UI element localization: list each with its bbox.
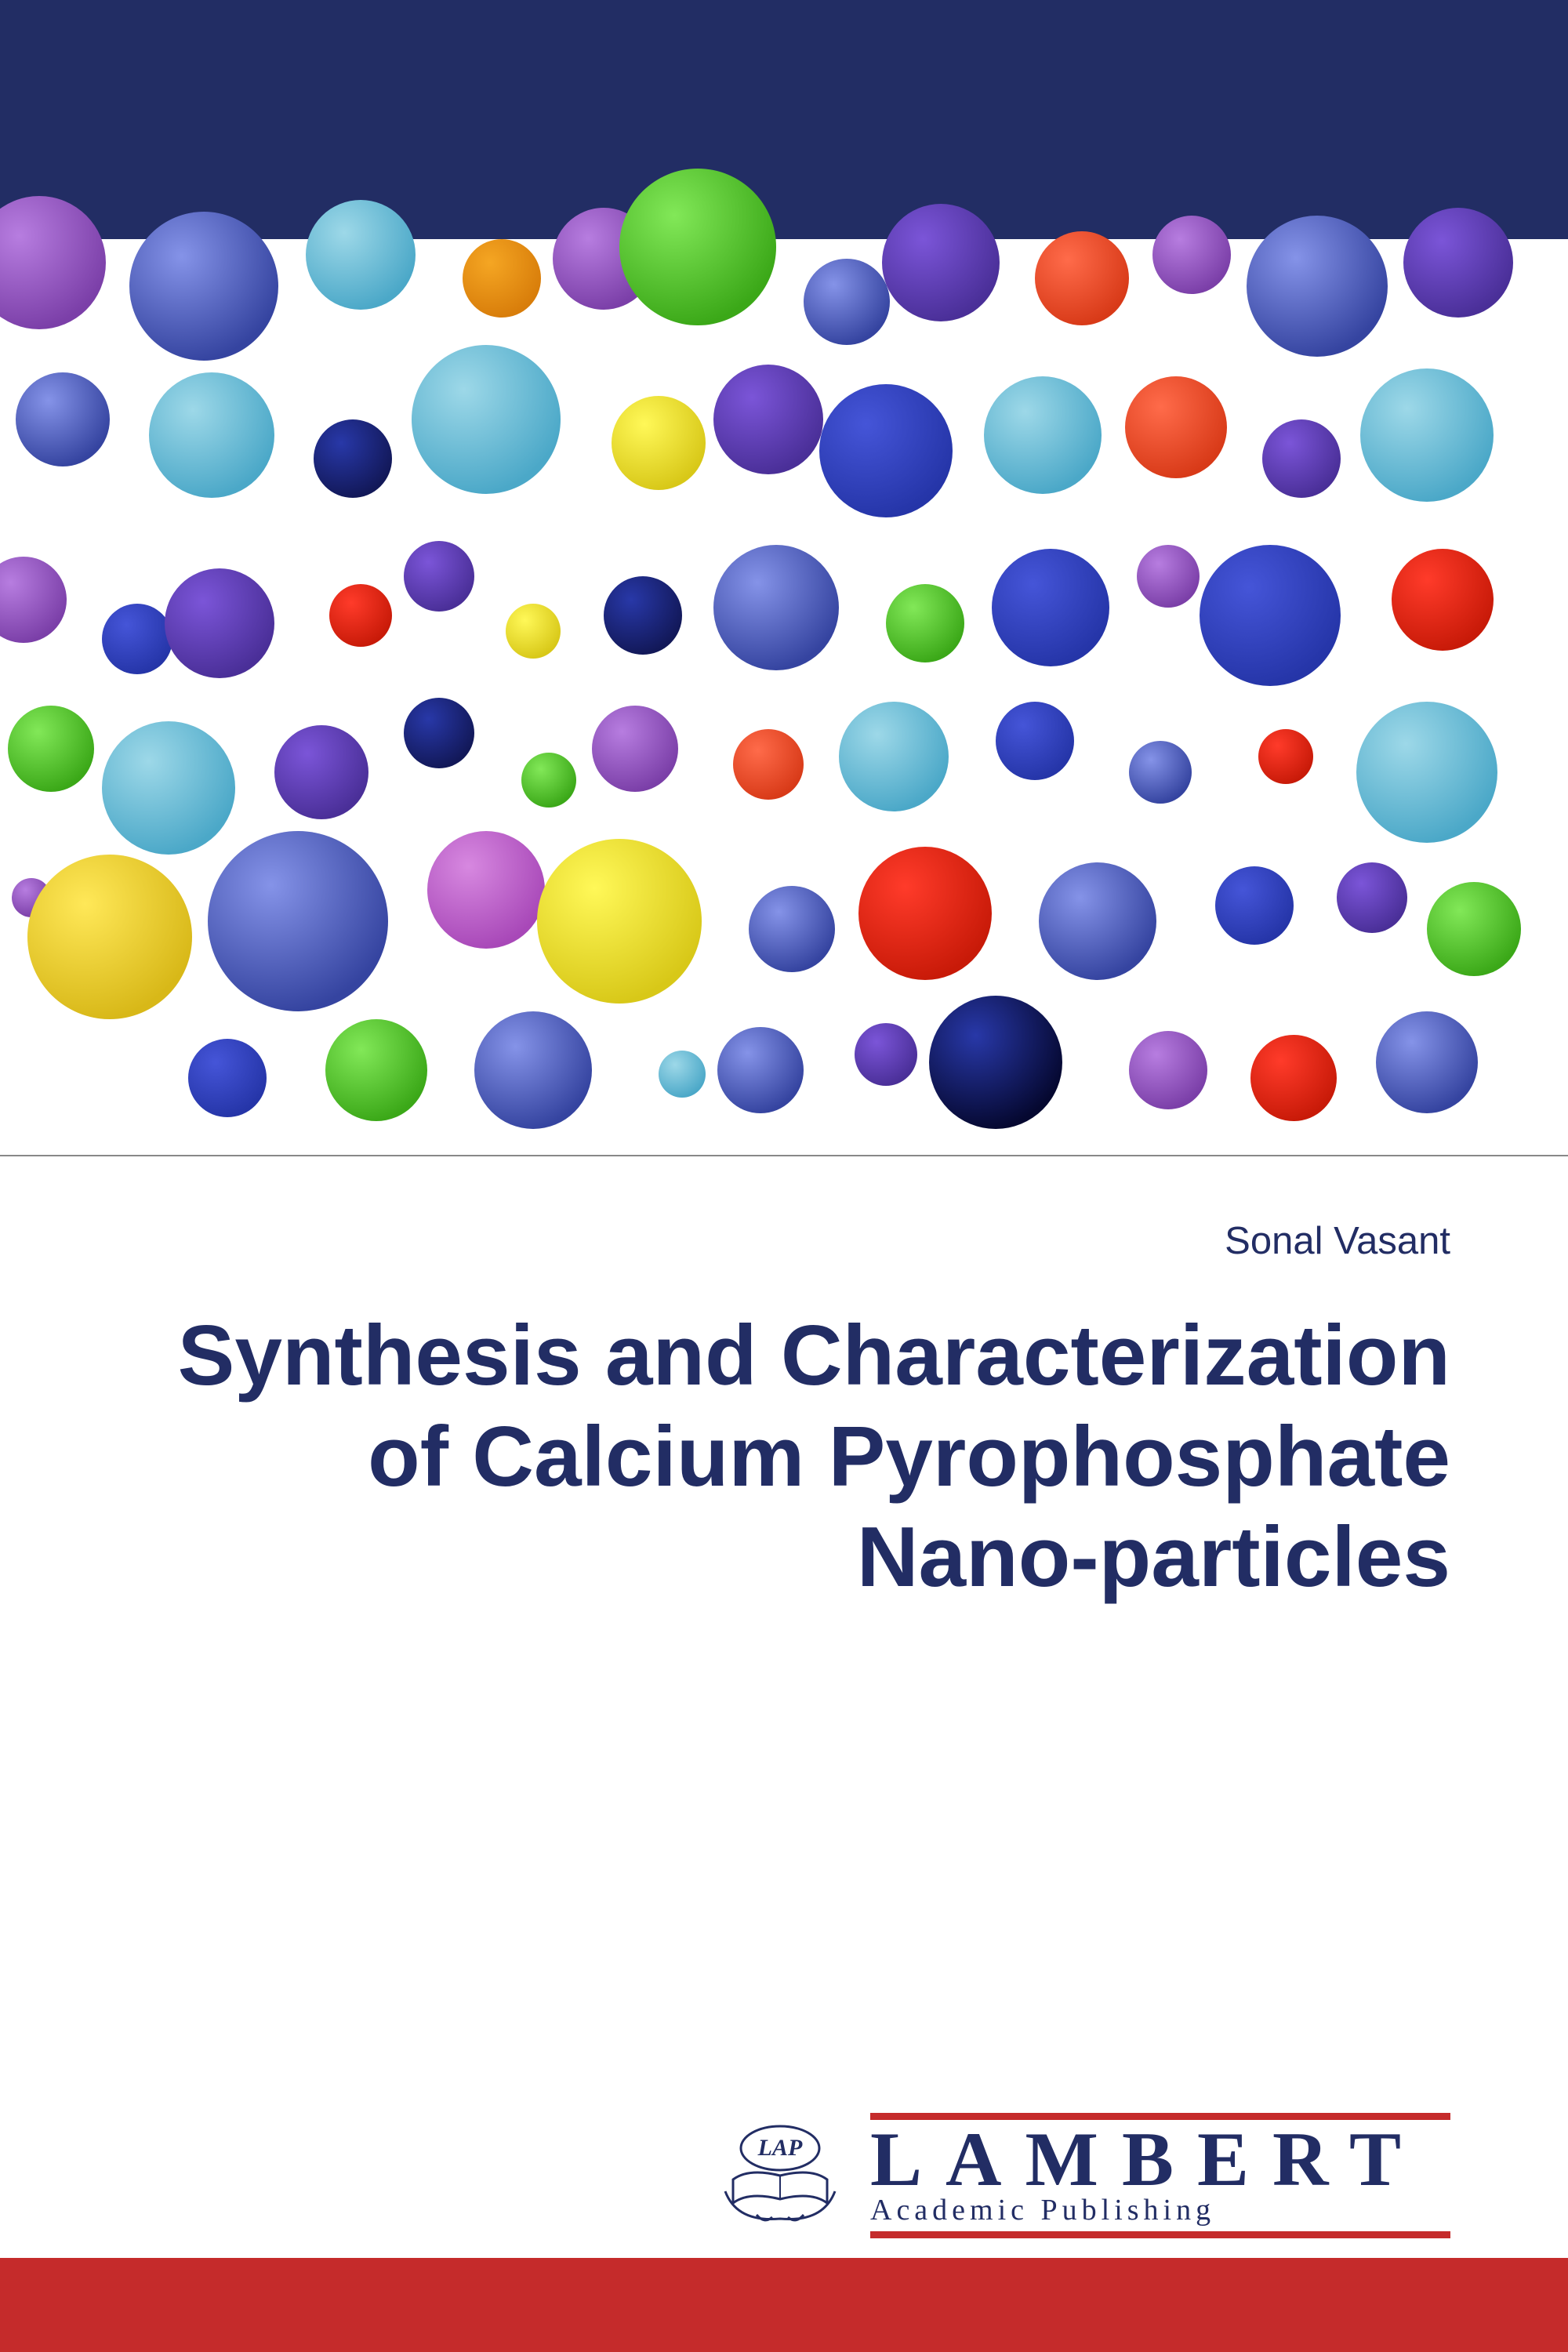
sphere [858,847,992,980]
sphere [1247,216,1388,357]
sphere [1129,1031,1207,1109]
sphere [1376,1011,1478,1113]
sphere [855,1023,917,1086]
sphere [984,376,1102,494]
sphere [1129,741,1192,804]
sphere [1360,368,1494,502]
sphere [27,855,192,1019]
sphere [463,239,541,318]
sphere [882,204,1000,321]
sphere [506,604,561,659]
sphere [129,212,278,361]
publisher-main-name: LAMBERT [870,2124,1450,2195]
sphere [612,396,706,490]
sphere [314,419,392,498]
sphere [427,831,545,949]
sphere [0,557,67,643]
sphere [1262,419,1341,498]
sphere-illustration-area [0,239,1568,1156]
logo-bottom-line [870,2231,1450,2238]
sphere [188,1039,267,1117]
sphere [329,584,392,647]
sphere [1337,862,1407,933]
sphere [839,702,949,811]
sphere [1215,866,1294,945]
lap-book-icon: LAP [710,2121,851,2230]
sphere [404,698,474,768]
sphere [733,729,804,800]
sphere [1427,882,1521,976]
sphere [102,604,172,674]
sphere [1258,729,1313,784]
lap-badge-text: LAP [757,2135,803,2161]
sphere [325,1019,427,1121]
sphere [165,568,274,678]
sphere [819,384,953,517]
sphere [274,725,368,819]
book-title: Synthesis and Characterization of Calciu… [149,1305,1450,1608]
sphere [1035,231,1129,325]
sphere [713,365,823,474]
sphere [992,549,1109,666]
sphere [717,1027,804,1113]
bottom-red-bar [0,2258,1568,2352]
publisher-text-block: LAMBERT Academic Publishing [870,2113,1450,2238]
author-name: Sonal Vasant [1225,1219,1450,1263]
sphere [1039,862,1156,980]
sphere [749,886,835,972]
sphere [996,702,1074,780]
sphere [1200,545,1341,686]
sphere [886,584,964,662]
sphere [208,831,388,1011]
sphere [474,1011,592,1129]
publisher-logo: LAP LAMBERT Academic Publishing [710,2113,1450,2238]
sphere [149,372,274,498]
sphere [521,753,576,808]
sphere [306,200,416,310]
sphere [929,996,1062,1129]
sphere [1137,545,1200,608]
sphere [592,706,678,792]
sphere [404,541,474,612]
sphere [537,839,702,1004]
sphere [1152,216,1231,294]
sphere [1250,1035,1337,1121]
sphere [659,1051,706,1098]
publisher-sub-name: Academic Publishing [870,2193,1450,2227]
sphere [804,259,890,345]
top-navy-bar [0,0,1568,239]
sphere [1392,549,1494,651]
sphere [1356,702,1497,843]
sphere [1403,208,1513,318]
sphere [102,721,235,855]
sphere [8,706,94,792]
sphere [1125,376,1227,478]
sphere [713,545,839,670]
sphere [619,169,776,325]
sphere [412,345,561,494]
sphere [604,576,682,655]
sphere [16,372,110,466]
